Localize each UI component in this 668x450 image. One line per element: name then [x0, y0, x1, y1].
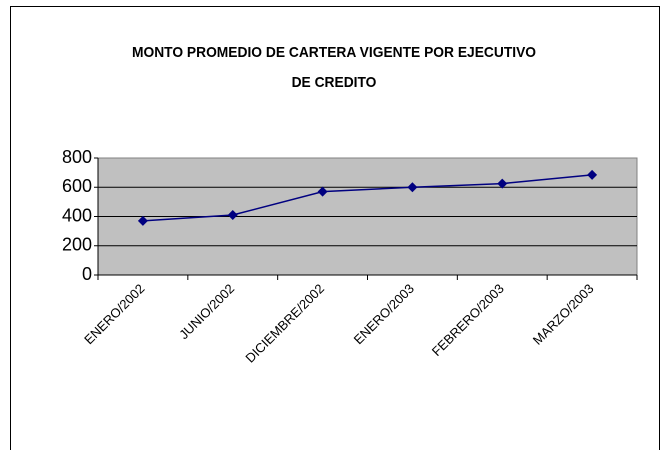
- x-tick-label: MARZO/2003: [530, 281, 597, 348]
- y-tick-label: 400: [62, 205, 92, 225]
- chart-frame: [10, 6, 660, 450]
- y-tick-label: 800: [62, 147, 92, 167]
- y-tick-label: 600: [62, 176, 92, 196]
- y-tick-label: 0: [82, 264, 92, 284]
- x-tick-label: ENERO/2003: [351, 281, 417, 347]
- x-tick-label: ENERO/2002: [81, 281, 147, 347]
- x-tick-label: FEBRERO/2003: [429, 281, 507, 359]
- line: [142, 174, 593, 222]
- marker: [407, 182, 418, 193]
- x-tick-label: DICIEMBRE/2002: [242, 281, 327, 366]
- marker: [587, 169, 598, 180]
- x-tick-label: JUNIO/2002: [176, 281, 237, 342]
- marker: [317, 186, 328, 197]
- marker: [497, 178, 508, 189]
- chart-title: MONTO PROMEDIO DE CARTERA VIGENTE POR EJ…: [131, 44, 537, 91]
- marker: [227, 210, 238, 221]
- marker: [137, 215, 148, 226]
- y-tick-label: 200: [62, 235, 92, 255]
